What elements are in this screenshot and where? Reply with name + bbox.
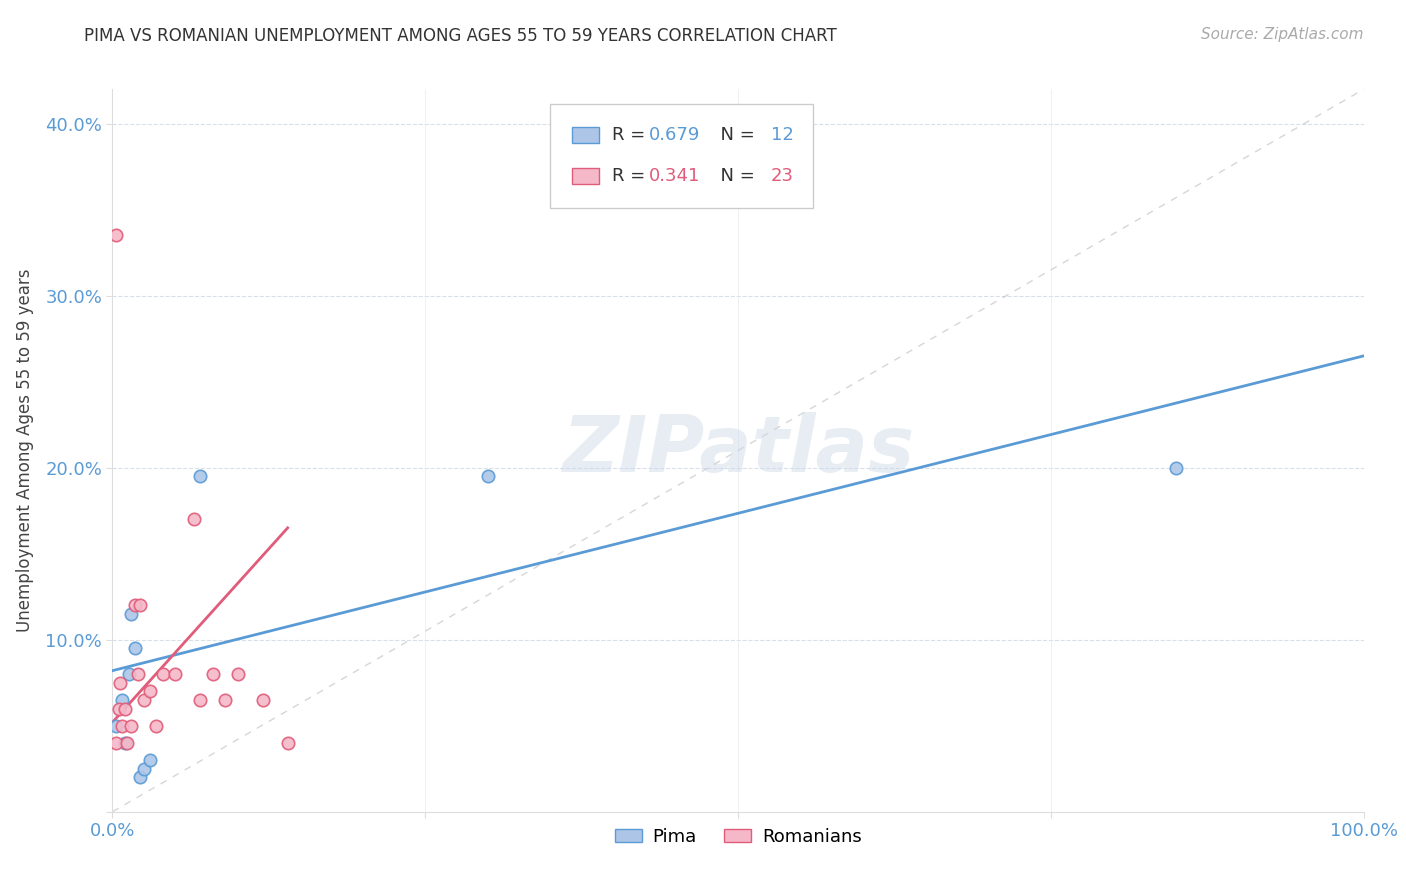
- Point: [188, 693, 211, 707]
- Point: [120, 719, 142, 733]
- Point: [252, 693, 274, 707]
- FancyBboxPatch shape: [572, 127, 599, 143]
- Point: [1164, 460, 1187, 475]
- Point: [124, 641, 146, 656]
- Point: [105, 719, 128, 733]
- Y-axis label: Unemployment Among Ages 55 to 59 years: Unemployment Among Ages 55 to 59 years: [15, 268, 34, 632]
- FancyBboxPatch shape: [572, 168, 599, 184]
- Point: [111, 719, 134, 733]
- Point: [152, 667, 174, 681]
- Point: [105, 736, 128, 750]
- Point: [129, 770, 152, 784]
- Text: PIMA VS ROMANIAN UNEMPLOYMENT AMONG AGES 55 TO 59 YEARS CORRELATION CHART: PIMA VS ROMANIAN UNEMPLOYMENT AMONG AGES…: [84, 27, 837, 45]
- Text: 23: 23: [770, 167, 793, 185]
- Point: [118, 667, 141, 681]
- Legend: Pima, Romanians: Pima, Romanians: [607, 821, 869, 854]
- Point: [117, 736, 139, 750]
- Point: [183, 512, 205, 526]
- FancyBboxPatch shape: [550, 103, 813, 209]
- Point: [139, 684, 162, 698]
- Point: [108, 675, 131, 690]
- Text: ZIPatlas: ZIPatlas: [562, 412, 914, 489]
- Point: [114, 736, 136, 750]
- Point: [477, 469, 499, 483]
- Point: [188, 469, 211, 483]
- Point: [124, 599, 146, 613]
- Text: R =: R =: [612, 126, 651, 144]
- Point: [114, 701, 136, 715]
- Point: [226, 667, 249, 681]
- Point: [277, 736, 299, 750]
- Text: 0.341: 0.341: [650, 167, 700, 185]
- Point: [127, 667, 149, 681]
- Text: 0.679: 0.679: [650, 126, 700, 144]
- Point: [201, 667, 224, 681]
- Text: Source: ZipAtlas.com: Source: ZipAtlas.com: [1201, 27, 1364, 42]
- Point: [129, 599, 152, 613]
- Text: N =: N =: [710, 167, 761, 185]
- Point: [107, 701, 129, 715]
- Point: [132, 693, 155, 707]
- Point: [214, 693, 236, 707]
- Text: R =: R =: [612, 167, 651, 185]
- Point: [105, 228, 128, 243]
- Text: N =: N =: [710, 126, 761, 144]
- Point: [120, 607, 142, 621]
- Point: [163, 667, 186, 681]
- Point: [132, 762, 155, 776]
- Point: [111, 693, 134, 707]
- Text: 12: 12: [770, 126, 793, 144]
- Point: [145, 719, 167, 733]
- Point: [139, 753, 162, 767]
